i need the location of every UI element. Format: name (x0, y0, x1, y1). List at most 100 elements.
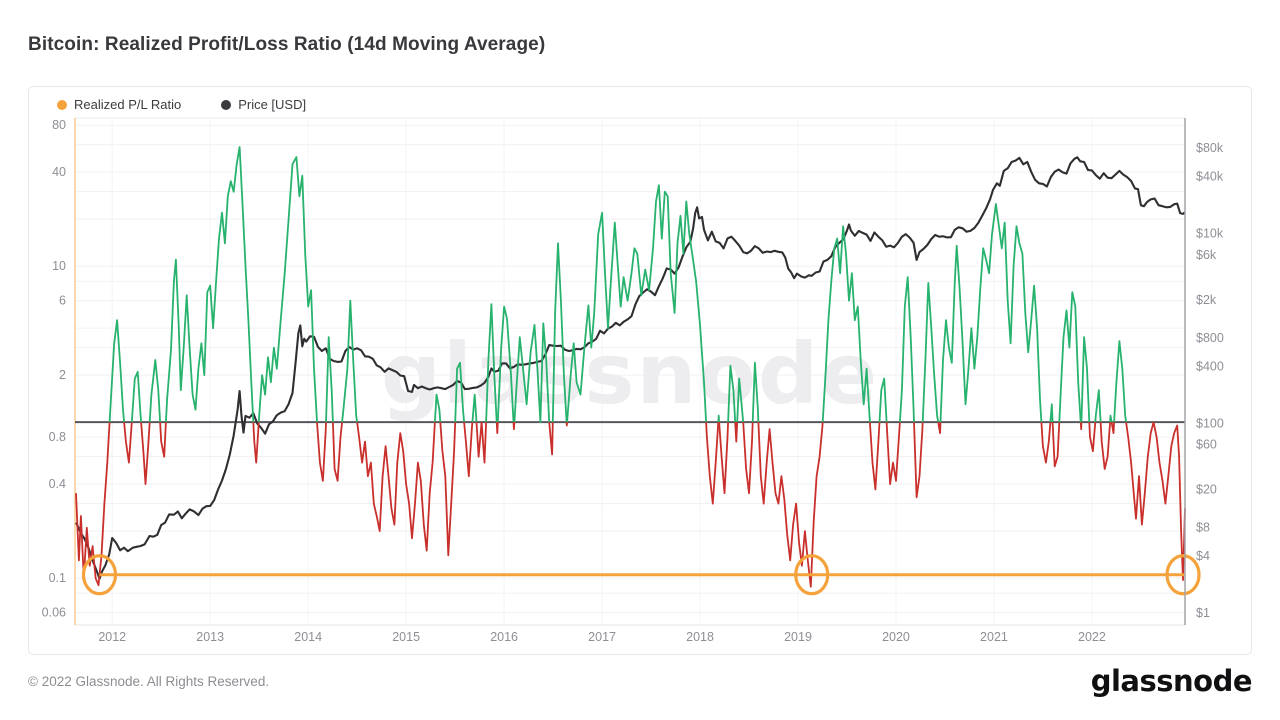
left-axis-tick-label: 0.4 (49, 477, 66, 491)
left-axis-tick-label: 80 (52, 118, 66, 132)
ratio-line-loss (1125, 421, 1155, 526)
right-axis-tick-label: $100 (1196, 416, 1224, 430)
ratio-line-profit (513, 322, 551, 424)
ratio-line-loss (1088, 422, 1097, 453)
left-axis-tick-label: 6 (59, 294, 66, 308)
x-axis-tick-label: 2017 (588, 630, 616, 644)
right-axis-tick-label: $6k (1196, 248, 1217, 262)
legend-dot-black-icon (221, 99, 232, 110)
ratio-line-loss (1079, 422, 1083, 431)
x-axis-tick-label: 2021 (980, 630, 1008, 644)
ratio-line-profit (921, 281, 940, 423)
ratio-line-loss (734, 422, 739, 443)
ratio-line-loss (475, 422, 483, 458)
ratio-line-loss (718, 422, 729, 495)
ratio-line-loss (548, 422, 554, 456)
ratio-line-loss (159, 422, 167, 458)
ratio-line-loss (123, 422, 133, 464)
ratio-line-loss (439, 422, 457, 557)
ratio-line-profit (551, 242, 568, 423)
right-axis-tick-label: $40k (1196, 170, 1224, 184)
right-axis-tick-label: $60 (1196, 437, 1217, 451)
page-title: Bitcoin: Realized Profit/Loss Ratio (14d… (28, 34, 546, 55)
ratio-line-loss (742, 422, 754, 495)
left-axis-tick-label: 0.8 (49, 430, 66, 444)
ratio-line-profit (736, 377, 745, 423)
ratio-line-loss (356, 421, 436, 552)
ratio-line-loss (495, 422, 499, 435)
ratio-line-profit (341, 299, 358, 423)
legend-item-realized-pl-ratio[interactable]: Realized P/L Ratio (57, 97, 181, 112)
right-axis-tick-label: $1 (1196, 606, 1210, 620)
x-axis-tick-label: 2012 (98, 630, 126, 644)
ratio-line-profit (821, 225, 871, 423)
ratio-line-profit (257, 156, 318, 423)
x-axis-tick-label: 2015 (392, 630, 420, 644)
ratio-line-profit (1080, 336, 1091, 423)
right-axis-tick-label: $20 (1196, 483, 1217, 497)
left-axis-tick-label: 10 (52, 259, 66, 273)
x-axis-tick-label: 2013 (196, 630, 224, 644)
ratio-line-loss (316, 422, 327, 482)
ratio-line-profit (485, 303, 498, 423)
ratio-line-profit (1058, 291, 1082, 423)
right-axis-tick-label: $800 (1196, 331, 1224, 345)
right-axis-tick-label: $10k (1196, 227, 1224, 241)
legend-dot-orange-icon (57, 99, 67, 110)
x-axis-tick-label: 2022 (1078, 630, 1106, 644)
ratio-line-profit (148, 359, 161, 423)
legend-label: Price [USD] (238, 97, 307, 112)
ratio-line-profit (471, 393, 478, 423)
chart-card: Realized P/L Ratio Price [USD] 2012 2013 2… (28, 86, 1252, 655)
right-axis-tick-label: $400 (1196, 359, 1224, 373)
legend-label: Realized P/L Ratio (74, 97, 182, 112)
x-axis-tick-label: 2018 (686, 630, 714, 644)
ratio-line-loss (75, 422, 111, 587)
ratio-line-profit (454, 361, 465, 423)
ratio-line-profit (566, 184, 707, 423)
ratio-line-profit (899, 276, 915, 423)
legend-item-price-usd[interactable]: Price [USD] (221, 97, 306, 112)
ratio-line-loss (885, 422, 901, 486)
ratio-line-loss (480, 422, 487, 464)
glassnode-logo[interactable]: glassnode (1090, 664, 1253, 698)
right-axis-tick-label: $80k (1196, 141, 1224, 155)
left-axis-tick-label: 0.1 (49, 571, 66, 585)
right-axis-tick-label: $8 (1196, 520, 1210, 534)
ratio-line-loss (937, 421, 942, 435)
x-axis-tick-label: 2019 (784, 630, 812, 644)
ratio-line-profit (1109, 414, 1113, 423)
ratio-line-loss (757, 422, 824, 588)
right-axis-tick-label: $2k (1196, 293, 1217, 307)
ratio-line-loss (913, 422, 924, 499)
ratio-line-loss (1040, 422, 1052, 464)
chart-canvas[interactable]: 2012 2013 2014 2015 2016 2017 2018 2019 2020 2021… (29, 87, 1249, 652)
ratio-line-loss (252, 422, 260, 464)
left-axis-tick-label: 2 (59, 368, 66, 382)
ratio-line-loss (512, 422, 516, 431)
ratio-line-loss (1051, 422, 1061, 468)
ratio-line-profit (130, 370, 142, 423)
x-axis-tick-label: 2020 (882, 630, 910, 644)
ratio-line-profit (434, 393, 442, 423)
x-axis-tick-label: 2016 (490, 630, 518, 644)
cycle-bottom-circle (1165, 554, 1201, 596)
ratio-line-profit (751, 361, 760, 423)
ratio-line-loss (1099, 422, 1111, 470)
price-line (75, 156, 1186, 580)
ratio-line-loss (1110, 421, 1115, 435)
ratio-line-profit (878, 377, 888, 423)
right-axis-tick-label: $4 (1196, 549, 1210, 563)
ratio-line-profit (1113, 340, 1127, 423)
ratio-line-profit (1094, 389, 1102, 423)
ratio-line-profit (496, 305, 515, 423)
x-axis-tick-label: 2014 (294, 630, 322, 644)
left-axis-tick-label: 0.06 (42, 606, 66, 620)
left-axis-tick-label: 40 (52, 165, 66, 179)
ratio-line-profit (727, 364, 737, 423)
copyright-text: © 2022 Glassnode. All Rights Reserved. (28, 673, 270, 689)
ratio-line-profit (165, 146, 255, 423)
ratio-line-profit (939, 203, 1043, 423)
ratio-line-profit (1049, 403, 1054, 423)
